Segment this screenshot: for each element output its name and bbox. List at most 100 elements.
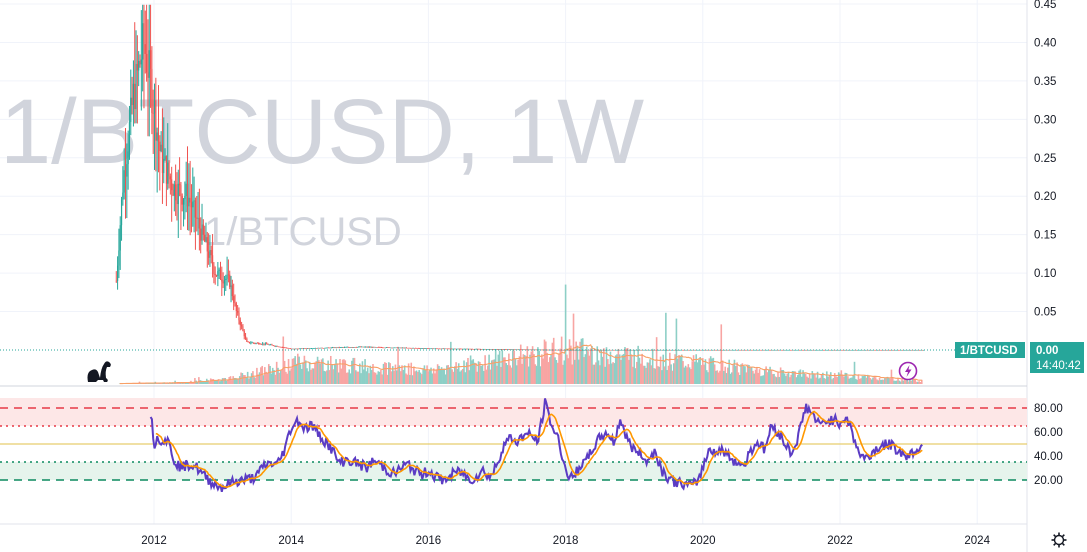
volume-bar xyxy=(496,365,498,384)
candle-body xyxy=(711,349,714,351)
volume-bar xyxy=(245,378,248,384)
candle-body xyxy=(297,348,299,350)
volume-bar xyxy=(182,382,184,384)
time-tick-label: 2012 xyxy=(141,535,167,547)
candle-body xyxy=(470,348,472,350)
candle-body xyxy=(427,348,429,349)
volume-bar xyxy=(533,354,535,384)
volume-bar xyxy=(405,373,407,384)
volume-bar xyxy=(547,362,550,384)
volume-bar xyxy=(554,357,556,384)
volume-bar xyxy=(469,355,472,384)
volume-bar xyxy=(899,381,902,384)
volume-bar xyxy=(687,364,690,384)
candle-body xyxy=(370,347,372,348)
candle-body xyxy=(551,349,553,351)
volume-bar xyxy=(360,373,362,384)
volume-bar xyxy=(175,383,178,384)
candle-body xyxy=(466,348,468,350)
volume-ma-line xyxy=(119,344,922,385)
volume-bar xyxy=(385,362,387,384)
volume-bar xyxy=(654,368,657,384)
volume-bar xyxy=(694,361,696,384)
volume-bar xyxy=(891,377,894,384)
volume-bar xyxy=(320,359,323,384)
volume-bar xyxy=(865,377,868,384)
candle-body xyxy=(388,347,390,349)
candle-body xyxy=(227,274,230,276)
volume-bar xyxy=(370,370,373,384)
candle-body xyxy=(124,170,127,177)
candle-body xyxy=(390,347,392,349)
volume-bar xyxy=(397,346,399,384)
volume-bar xyxy=(767,369,770,384)
candle-body xyxy=(713,349,715,351)
volume-bar xyxy=(147,383,150,384)
price-tick-label: 0.40 xyxy=(1034,37,1056,49)
candle-body xyxy=(694,349,697,351)
gear-icon[interactable] xyxy=(1051,532,1067,548)
volume-bar xyxy=(820,374,823,384)
volume-bar xyxy=(568,339,571,384)
volume-bar xyxy=(752,370,754,384)
candle-body xyxy=(528,349,530,351)
volume-bar xyxy=(204,381,207,384)
volume-bar xyxy=(750,367,753,384)
volume-bar xyxy=(258,372,261,384)
candle-body xyxy=(115,280,117,282)
volume-bar xyxy=(242,375,245,384)
volume-bar xyxy=(390,371,393,384)
candle-body xyxy=(748,349,751,351)
volume-bar xyxy=(294,356,296,384)
watermark-symbol-interval: 1/BTCUSD, 1W xyxy=(0,81,644,183)
volume-bar xyxy=(906,379,909,384)
volume-bar xyxy=(746,364,749,384)
volume-bar xyxy=(613,363,616,384)
rsi-tick-label: 80.00 xyxy=(1034,403,1063,415)
volume-bar xyxy=(192,382,195,384)
candle-body xyxy=(737,349,739,351)
candle-body xyxy=(417,348,419,349)
lightning-icon[interactable] xyxy=(898,361,918,381)
volume-bar xyxy=(348,369,351,384)
candle-body xyxy=(349,347,351,348)
candle-body xyxy=(221,279,223,282)
volume-bar xyxy=(395,370,398,384)
volume-bar xyxy=(634,368,637,384)
candle-body xyxy=(547,349,549,351)
candle-body xyxy=(355,347,357,348)
candle-body xyxy=(784,349,786,351)
volume-bar xyxy=(643,365,646,384)
volume-bar xyxy=(700,365,703,384)
volume-bar xyxy=(895,380,898,384)
candle-body xyxy=(210,250,212,256)
volume-bar xyxy=(810,378,812,384)
candle-body xyxy=(461,348,463,350)
candle-body xyxy=(200,228,202,241)
candle-body xyxy=(326,347,328,349)
volume-bar xyxy=(599,365,601,384)
volume-bar xyxy=(484,355,486,384)
candle-body xyxy=(681,349,683,351)
volume-bar xyxy=(285,371,287,384)
candle-body xyxy=(805,349,807,351)
volume-bar xyxy=(665,312,667,384)
candle-body xyxy=(234,302,236,304)
candle-body xyxy=(167,162,169,184)
rsi-oversold-band xyxy=(0,462,1027,480)
candle-body xyxy=(874,349,876,351)
price-grid xyxy=(0,0,1027,524)
volume-bar xyxy=(790,374,792,384)
candle-body xyxy=(899,349,901,351)
candle-body xyxy=(463,348,466,350)
volume-bar xyxy=(183,383,186,384)
candle-body xyxy=(661,349,664,351)
dinosaur-icon[interactable] xyxy=(87,361,111,382)
volume-bar xyxy=(191,382,194,384)
candle-body xyxy=(878,349,880,351)
volume-bar xyxy=(409,374,411,384)
volume-bars xyxy=(118,284,923,384)
candle-body xyxy=(523,349,525,351)
volume-bar xyxy=(831,379,833,384)
volume-bar xyxy=(530,351,533,384)
